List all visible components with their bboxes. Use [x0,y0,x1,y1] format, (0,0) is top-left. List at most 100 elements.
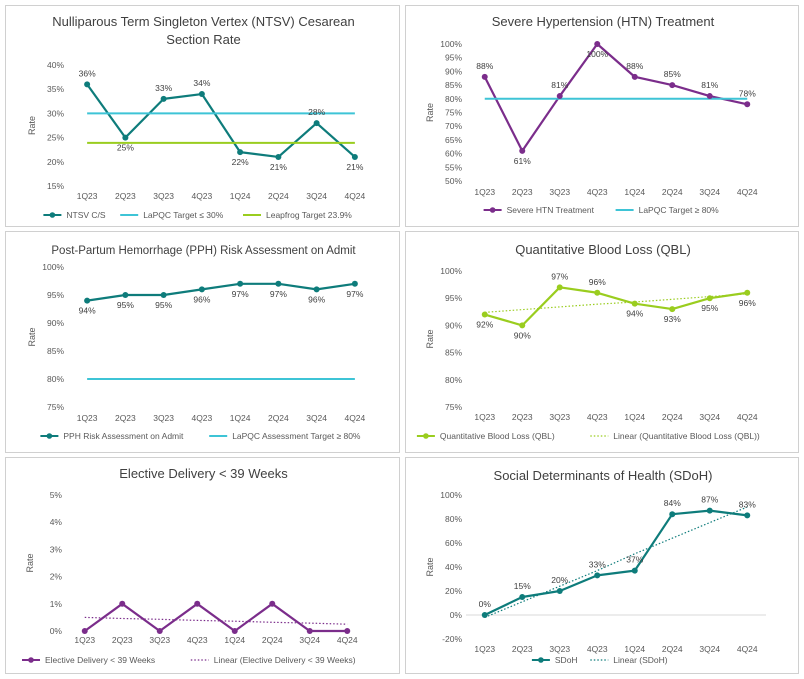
data-point [156,628,163,634]
data-point [84,297,91,304]
data-point [237,149,244,156]
y-tick-label: 20% [445,586,462,596]
chart-panel-elective-delivery: Elective Delivery < 39 Weeks 0% 1% 2% 3% 4% 5%… [5,457,400,674]
data-point [519,594,526,600]
y-tick-label: 75% [445,108,462,118]
data-point [669,306,676,313]
legend-entry: LaPQC Target ≥ 80% [615,205,719,215]
data-point [481,73,488,80]
data-label: 25% [117,143,134,153]
y-tick-label: 80% [445,375,462,385]
legend-marker [28,657,34,663]
data-label: 34% [193,78,210,88]
y-tick-label: 75% [445,402,462,412]
x-tick-label: 1Q24 [230,413,251,423]
x-tick-label: 4Q24 [737,644,758,654]
data-point [706,93,713,100]
legend-marker [423,433,429,439]
legend-marker [489,207,496,213]
data-label: 93% [664,314,681,324]
x-tick-label: 3Q23 [549,187,570,197]
y-tick-label: 90% [47,318,64,328]
y-tick-label: 100% [42,262,64,272]
x-tick-label: 1Q24 [624,644,645,654]
data-point [669,82,676,89]
legend-entry: LaPQC Assessment Target ≥ 80% [209,431,361,441]
y-axis-label: Rate [425,557,435,576]
legend-entry: Quantitative Blood Loss (QBL) [416,431,555,441]
chart-title: Severe Hypertension (HTN) Treatment [492,14,715,29]
x-tick-label: 4Q23 [587,644,608,654]
data-label: 97% [270,289,287,299]
chart-svg: Nulliparous Term Singleton Vertex (NTSV)… [27,14,366,220]
x-tick-label: 3Q23 [153,413,174,423]
x-tick-label: 2Q24 [268,191,289,201]
y-tick-label: 85% [47,346,64,356]
data-label: 96% [193,294,210,304]
x-tick-label: 3Q24 [306,191,327,201]
data-label: 97% [551,271,568,281]
x-tick-label: 4Q23 [187,635,208,645]
x-tick-label: 3Q24 [306,413,327,423]
y-tick-label: 2% [50,572,63,582]
data-point [122,292,129,298]
legend-entry: Leapfrog Target 23.9% [243,210,352,220]
legend-label: Elective Delivery < 39 Weeks [45,655,155,665]
data-point [631,73,638,80]
x-tick-label: 2Q23 [512,644,533,654]
data-label: 33% [155,83,172,93]
chart-svg: Social Determinants of Health (SDoH) -20%… [425,468,766,665]
x-tick-label: 3Q24 [699,644,720,654]
legend-entry: Linear (Elective Delivery < 39 Weeks) [190,655,356,665]
chart-svg: Elective Delivery < 39 Weeks 0% 1% 2% 3% 4% 5%… [22,466,358,665]
data-point [556,284,563,291]
legend-entry: Severe HTN Treatment [483,205,595,215]
data-label: 88% [476,61,493,71]
y-tick-label: 40% [47,60,64,70]
data-point [481,612,488,618]
data-label: 61% [514,156,531,166]
data-point [519,322,526,329]
data-point [306,628,313,634]
data-point [122,134,129,141]
x-tick-label: 3Q24 [699,187,720,197]
y-tick-label: 60% [445,538,462,548]
data-point [481,311,488,318]
y-tick-label: 75% [47,402,64,412]
data-label: 95% [117,300,134,310]
y-tick-label: 30% [47,108,64,118]
data-point [351,153,358,160]
legend-marker [49,212,56,218]
data-label: 88% [626,61,643,71]
data-point [744,101,751,108]
y-tick-label: 85% [445,348,462,358]
y-tick-label: -20% [442,634,462,644]
x-tick-label: 1Q23 [474,644,495,654]
data-label: 94% [626,309,643,319]
x-tick-label: 4Q23 [587,187,608,197]
data-point [198,91,205,98]
data-point [706,507,713,514]
series-line [84,602,348,633]
data-label: 100% [586,49,608,59]
data-label: 87% [701,495,718,505]
y-tick-label: 20% [47,157,64,167]
data-label: 28% [308,107,325,117]
data-label: 81% [551,80,568,90]
data-point [594,41,601,47]
y-tick-label: 80% [47,374,64,384]
data-point [344,628,351,634]
chart-title: Social Determinants of Health (SDoH) [494,468,713,483]
data-point [275,280,282,287]
x-tick-label: 1Q23 [474,187,495,197]
legend-marker [538,657,544,663]
chart-title: Quantitative Blood Loss (QBL) [515,242,691,257]
y-tick-label: 15% [47,181,64,191]
data-point [119,600,126,607]
data-label: 94% [79,306,96,316]
y-tick-label: 80% [445,94,462,104]
data-point [594,289,601,296]
y-axis-label: Rate [27,327,37,346]
legend-entry: SDoH [531,655,578,665]
data-point [669,511,676,518]
